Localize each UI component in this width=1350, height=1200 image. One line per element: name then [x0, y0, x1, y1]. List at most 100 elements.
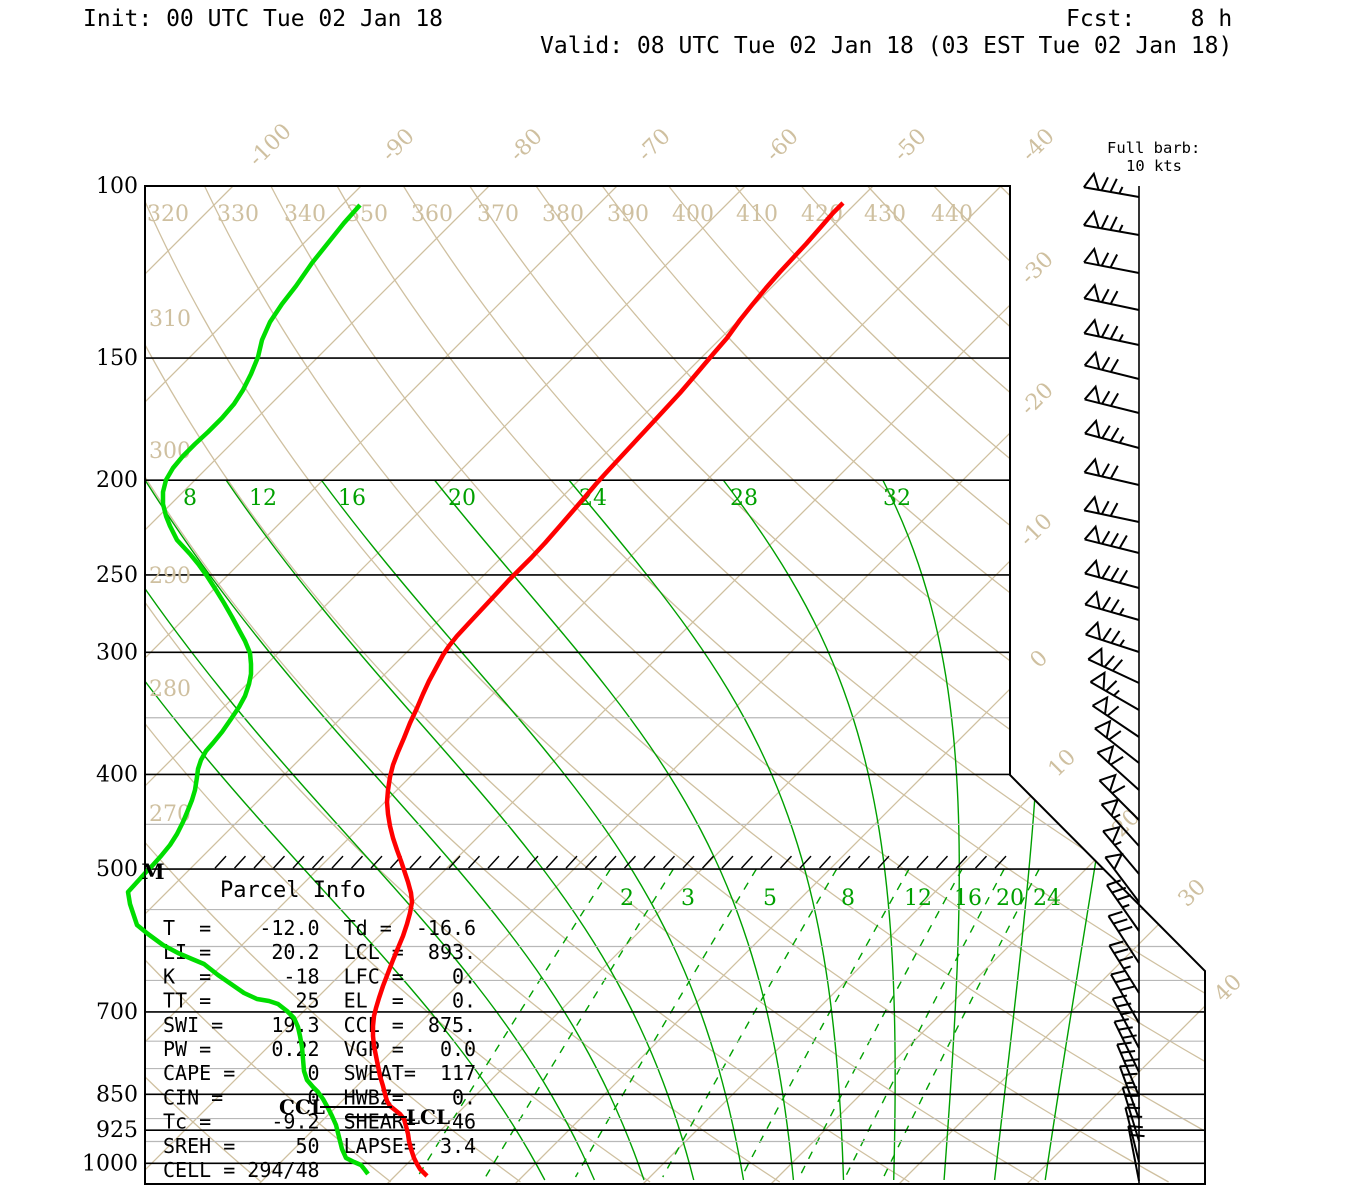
mixing-ratio-line — [574, 868, 757, 1178]
hatch-tick — [974, 855, 988, 869]
hatch-tick — [545, 855, 559, 869]
barb-full — [1125, 1094, 1140, 1098]
moist-adiabat — [225, 479, 695, 1181]
pressure-label: 500 — [96, 857, 138, 882]
isotherm — [1026, 186, 1205, 1184]
isotherm-label: 40 — [1210, 970, 1247, 1007]
barb-half — [1119, 639, 1125, 647]
wind-barb — [1084, 590, 1140, 621]
dry-adiabat — [145, 186, 910, 1183]
moist-adiabat — [145, 479, 596, 1181]
moist-adiabat-label: 32 — [883, 486, 911, 511]
barb-full — [1112, 994, 1128, 1000]
barb-full — [1120, 1049, 1136, 1054]
dry-adiabat-label: 320 — [147, 202, 189, 227]
dry-adiabat — [336, 186, 1205, 1183]
barb-full — [1109, 290, 1119, 305]
barb-full — [1118, 1026, 1133, 1031]
moist-adiabat-label: 12 — [249, 486, 277, 511]
barb-shaft — [1111, 998, 1140, 1049]
hatch-tick — [994, 855, 1007, 869]
hatch-tick — [799, 855, 812, 869]
barb-full — [1106, 879, 1121, 887]
barb-full — [1100, 323, 1110, 338]
barb-shaft — [1102, 830, 1140, 875]
barb-full — [1110, 630, 1121, 644]
wind-barb — [1106, 879, 1140, 932]
barb-full — [1116, 1041, 1132, 1046]
barb-full — [1129, 1133, 1145, 1138]
mixing-ratio-label: 8 — [841, 886, 855, 911]
hatch-tick — [565, 855, 578, 869]
isotherm-label: -30 — [1016, 247, 1059, 290]
wind-barb — [1083, 171, 1140, 198]
hatch-tick — [214, 855, 227, 869]
wind-barb — [1092, 695, 1140, 738]
barb-full — [1101, 390, 1111, 405]
wind-barb — [1083, 283, 1140, 311]
wind-barb — [1096, 744, 1140, 791]
mixing-ratio-label: 5 — [763, 886, 777, 911]
barb-full — [1102, 627, 1112, 641]
parcel-info-row: T = -12.0 Td = -16.6 — [163, 916, 476, 940]
isotherm — [0, 186, 105, 1184]
barb-full — [1110, 599, 1120, 613]
mixing-ratio-label: 16 — [954, 886, 982, 911]
wind-barb — [1113, 1018, 1140, 1073]
barb-full — [1101, 530, 1111, 545]
moist-adiabat — [145, 479, 546, 1181]
barb-full — [1100, 500, 1110, 515]
hatch-tick — [818, 855, 832, 869]
hatch-tick — [448, 855, 461, 869]
barb-half — [1118, 333, 1124, 342]
hatch-tick — [779, 855, 793, 869]
hatch-tick — [916, 855, 929, 869]
barb-full — [1119, 1064, 1135, 1068]
wind-barb — [1121, 1086, 1140, 1142]
isotherm — [145, 186, 362, 1184]
hatch-tick — [350, 855, 364, 869]
barb-full — [1118, 535, 1128, 549]
plot-border — [144, 185, 1206, 1185]
barb-half — [1118, 186, 1124, 194]
dry-adiabat — [145, 186, 781, 1183]
barb-full — [1125, 1106, 1141, 1110]
mixing-ratio-label: 24 — [1033, 886, 1061, 911]
barb-pennant — [1083, 350, 1101, 370]
wind-barb — [1127, 1125, 1145, 1182]
barb-full — [1124, 1058, 1139, 1063]
barb-full — [1128, 1125, 1143, 1129]
wind-barb — [1083, 384, 1140, 414]
mixing-ratio-label: 3 — [681, 886, 695, 911]
barb-pennant — [1083, 457, 1101, 477]
dry-adiabat — [270, 186, 1205, 1183]
dry-adiabat — [145, 186, 392, 1183]
dry-adiabat — [145, 186, 651, 1183]
barb-full — [1101, 596, 1112, 611]
moist-adiabat-label: 20 — [448, 486, 476, 511]
parcel-info-row: TT = 25 EL = 0. — [163, 989, 476, 1013]
mixing-ratio-line — [844, 868, 1005, 1178]
barb-full — [1109, 392, 1119, 407]
isotherm — [145, 186, 874, 1184]
barb-full — [1100, 214, 1109, 229]
hatch-tick — [311, 855, 325, 869]
barb-full — [1109, 465, 1119, 479]
wind-barb — [1083, 246, 1140, 274]
hatch-tick — [604, 855, 617, 869]
hatch-tick — [955, 855, 968, 869]
wind-barb — [1094, 719, 1140, 764]
barb-pennant — [1085, 620, 1101, 640]
dry-adiabat — [0, 186, 132, 1182]
dry-adiabat — [145, 186, 1040, 1183]
moist-adiabat — [320, 479, 745, 1181]
barb-full — [1116, 894, 1132, 901]
barb-full — [1109, 358, 1119, 373]
isotherm-label: 30 — [1174, 875, 1211, 912]
barb-full — [1122, 1072, 1138, 1076]
barb-full — [1101, 463, 1110, 477]
dry-adiabat-label: 390 — [607, 202, 649, 227]
barb-pennant — [1099, 773, 1117, 792]
dry-adiabat-label: 410 — [736, 202, 778, 227]
